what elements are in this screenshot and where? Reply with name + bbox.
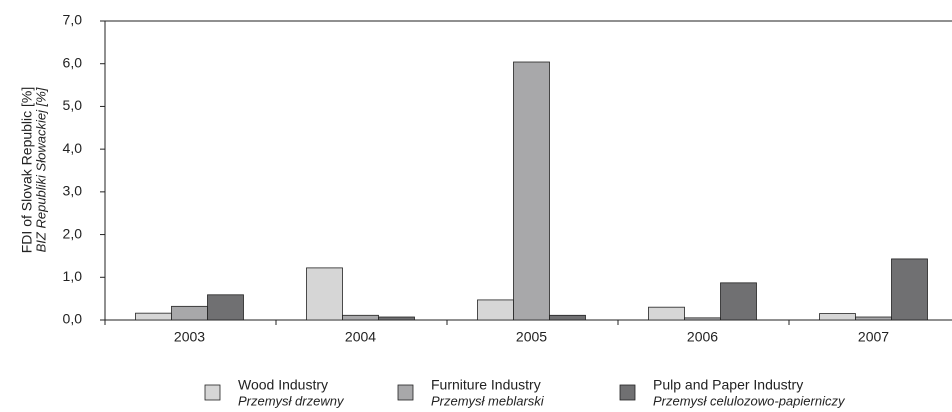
y-tick-label: 0,0 <box>63 311 83 327</box>
legend-label-alt: Przemysł drzewny <box>238 393 345 408</box>
legend-label-alt: Przemysł meblarski <box>431 393 545 408</box>
bar <box>855 316 892 321</box>
bar <box>891 258 928 321</box>
legend-label-alt: Przemysł celulozowo-papierniczy <box>653 393 846 408</box>
bar <box>306 267 343 321</box>
y-tick-label: 4,0 <box>63 140 83 156</box>
bar <box>513 61 550 321</box>
y-tick-label: 6,0 <box>63 54 83 70</box>
bar <box>684 317 721 321</box>
legend-swatch <box>204 384 221 401</box>
bar <box>549 314 586 321</box>
y-tick-label: 7,0 <box>63 12 83 28</box>
x-tick-label: 2007 <box>858 329 889 345</box>
legend-swatch <box>397 384 414 401</box>
x-tick-label: 2006 <box>687 329 718 345</box>
bar <box>720 282 757 321</box>
bar <box>342 314 379 321</box>
legend-swatch <box>619 384 636 401</box>
bar <box>207 294 244 321</box>
y-tick-label: 3,0 <box>63 183 83 199</box>
bar <box>648 306 685 321</box>
legend-label: Wood Industry <box>238 377 328 393</box>
x-tick-label: 2005 <box>516 329 547 345</box>
x-tick-label: 2003 <box>174 329 205 345</box>
y-tick-label: 1,0 <box>63 268 83 284</box>
bar <box>171 305 208 321</box>
y-axis-label-alt: BIZ Republiki Słowackiej [%] <box>33 87 48 252</box>
legend-label: Pulp and Paper Industry <box>653 377 803 393</box>
legend-label: Furniture Industry <box>431 377 541 393</box>
y-tick-label: 5,0 <box>63 97 83 113</box>
y-axis-label: FDI of Slovak Republic [%] <box>19 87 35 254</box>
bar <box>378 316 415 321</box>
y-tick-label: 2,0 <box>63 225 83 241</box>
bar <box>819 313 856 321</box>
bar <box>135 312 172 321</box>
bar <box>477 299 514 321</box>
x-tick-label: 2004 <box>345 329 376 345</box>
